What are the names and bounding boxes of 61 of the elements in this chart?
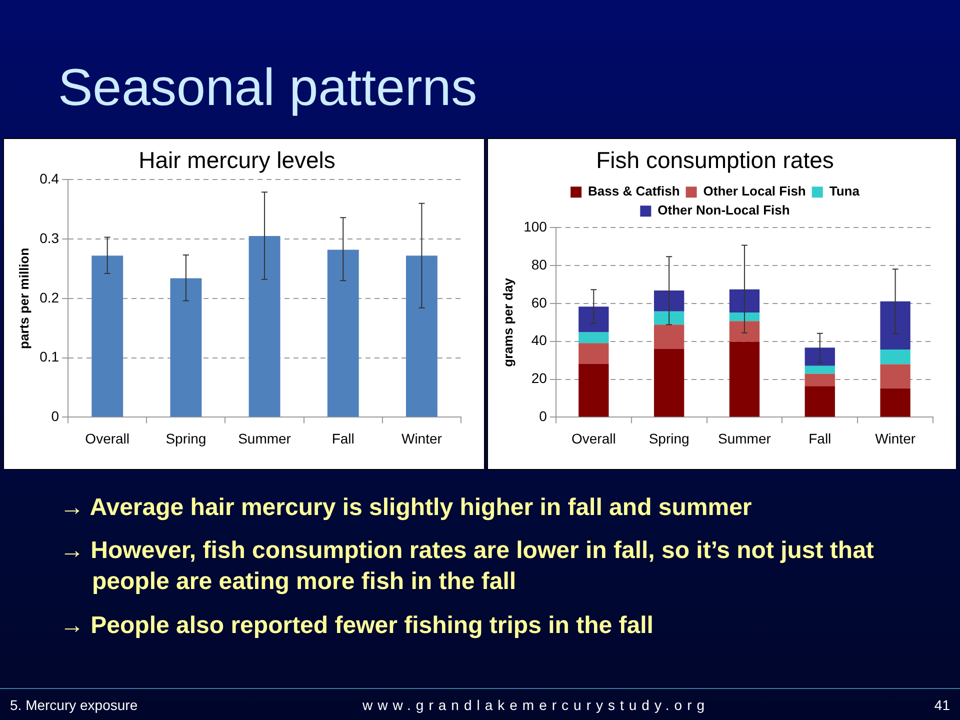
x-tick-label: Overall: [571, 430, 616, 446]
bar: [406, 256, 438, 417]
bar: [578, 364, 609, 417]
y-tick-label: 0: [51, 408, 60, 424]
bar: [654, 348, 684, 417]
y-tick-label: 20: [531, 370, 548, 386]
y-tick-label: 80: [531, 256, 548, 272]
bar: [729, 321, 760, 342]
x-tick-label: Overall: [85, 430, 130, 446]
bar: [729, 312, 760, 322]
bar: [654, 290, 684, 312]
y-tick-label: 60: [531, 294, 548, 310]
x-tick-label: Summer: [718, 430, 772, 446]
x-tick-label: Spring: [648, 430, 690, 446]
bar: [327, 250, 359, 417]
bar: [729, 342, 760, 417]
bar: [804, 348, 835, 366]
bar: [578, 343, 609, 364]
chart-title: Hair mercury levels: [138, 147, 336, 174]
text: www.grandlakemercurystudy.org: [362, 696, 710, 712]
y-tick-label: 0: [539, 408, 548, 424]
legend-label: Other Non-Local Fish: [658, 202, 790, 218]
y-tick-label: 40: [531, 332, 548, 348]
x-tick-label: Spring: [166, 430, 206, 446]
chart-title: Fish consumption rates: [596, 147, 834, 174]
x-tick-label: Fall: [332, 430, 354, 446]
y-axis-title: parts per million: [16, 248, 32, 349]
y-tick-label: 0.4: [40, 170, 60, 186]
bar: [654, 324, 684, 349]
text: 41: [934, 696, 950, 712]
legend-label: Other Local Fish: [703, 184, 806, 199]
x-tick-label: Winter: [401, 430, 442, 446]
y-tick-label: 0.1: [40, 348, 60, 365]
bar: [92, 256, 124, 417]
bar: [729, 289, 760, 313]
bar: [578, 306, 609, 332]
bar: [880, 350, 910, 364]
y-tick-label: 0.2: [40, 289, 60, 306]
bar: [804, 366, 835, 374]
bar: [170, 278, 202, 417]
bar: [804, 374, 835, 386]
x-tick-label: Summer: [238, 430, 292, 446]
text: → People also reported fewer fishing trips in the fall: [60, 610, 654, 641]
bar: [804, 386, 835, 417]
x-tick-label: Winter: [875, 430, 916, 446]
y-tick-label: 0.3: [40, 230, 60, 246]
bar: [654, 311, 684, 325]
bar: [880, 301, 910, 350]
x-tick-label: Fall: [808, 430, 832, 446]
text: Seasonal patterns: [58, 58, 478, 118]
bar: [578, 332, 609, 344]
bar: [248, 236, 280, 417]
y-tick-label: 100: [524, 218, 548, 234]
text: 5. Mercury exposure: [10, 696, 138, 712]
legend-label: Bass & Catfish: [588, 184, 680, 199]
bar: [880, 364, 910, 388]
bar: [880, 388, 910, 417]
text: → However, fish consumption rates are lower in fall, so it’s not just that people are eating more fish in the fall: [60, 536, 875, 598]
legend-label: Tuna: [829, 184, 860, 199]
y-axis-title: grams per day: [500, 277, 516, 367]
text: → Average hair mercury is slightly higher in fall and summer: [60, 493, 753, 523]
